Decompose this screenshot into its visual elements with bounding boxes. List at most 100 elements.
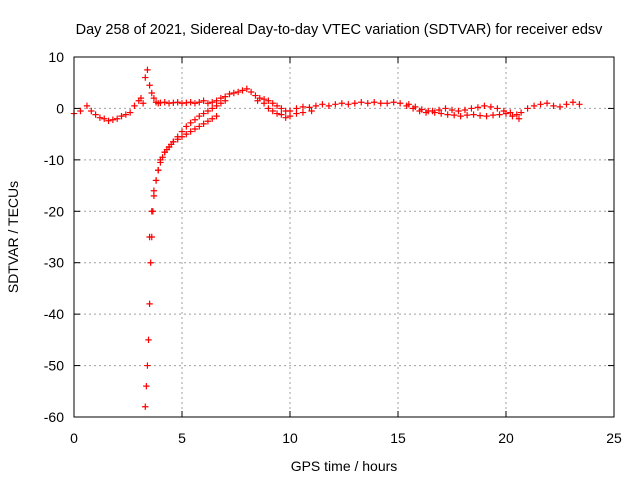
data-point — [550, 102, 557, 110]
data-point — [109, 116, 117, 123]
data-point — [122, 111, 130, 118]
data-point — [513, 111, 520, 118]
data-point — [170, 138, 177, 146]
data-point — [204, 100, 212, 107]
data-point — [282, 114, 289, 121]
data-point — [178, 128, 186, 135]
data-point — [187, 128, 194, 135]
data-point — [196, 99, 203, 106]
data-point — [191, 100, 199, 107]
data-point — [254, 97, 261, 104]
plot-frame — [73, 56, 615, 418]
data-point — [325, 102, 333, 110]
data-point — [537, 101, 544, 108]
data-point — [371, 99, 378, 106]
data-point — [405, 101, 412, 108]
data-point — [463, 111, 471, 119]
data-point — [155, 166, 162, 174]
data-point — [507, 109, 514, 116]
data-point — [435, 106, 443, 114]
x-tick-label: 15 — [390, 430, 406, 446]
data-point — [494, 105, 501, 112]
data-point — [174, 99, 181, 106]
data-point — [183, 130, 190, 138]
data-point — [148, 208, 155, 215]
data-point — [148, 89, 155, 97]
data-point — [131, 102, 138, 110]
data-point — [358, 99, 365, 106]
data-point — [200, 110, 207, 117]
data-point — [183, 123, 190, 130]
y-tick-label: 0 — [56, 100, 64, 116]
data-point — [260, 100, 268, 107]
data-point — [196, 112, 203, 120]
y-tick-label: -30 — [44, 255, 64, 271]
data-point — [576, 101, 583, 108]
data-point — [273, 102, 281, 110]
series-main-trace — [70, 66, 583, 124]
data-point — [308, 107, 315, 115]
data-point — [530, 102, 538, 110]
data-point — [269, 100, 276, 107]
data-point — [448, 106, 456, 114]
x-tick-label: 25 — [606, 430, 622, 446]
data-point — [83, 102, 91, 110]
data-point — [142, 403, 149, 410]
y-tick-label: -50 — [44, 358, 64, 374]
data-point — [569, 99, 577, 106]
data-point — [105, 117, 112, 124]
data-point — [455, 107, 462, 115]
data-point — [396, 100, 404, 107]
y-tick-label: -40 — [44, 306, 64, 322]
data-point — [476, 112, 484, 119]
data-point — [278, 105, 285, 112]
data-point — [222, 97, 229, 104]
data-point — [299, 103, 307, 111]
grid — [74, 57, 614, 417]
data-point — [187, 99, 194, 106]
data-point — [144, 66, 151, 74]
data-points — [70, 66, 583, 410]
data-point — [425, 107, 432, 115]
data-point — [213, 112, 220, 120]
data-point — [364, 100, 371, 107]
series-upper-arc — [146, 97, 229, 241]
data-point — [165, 143, 173, 151]
data-point — [345, 101, 352, 108]
data-point — [187, 119, 194, 127]
data-point — [474, 104, 482, 111]
data-point — [332, 101, 339, 108]
chart-title: Day 258 of 2021, Sidereal Day-to-day VTE… — [76, 22, 604, 38]
data-point — [338, 100, 346, 107]
data-point — [217, 100, 225, 107]
data-point — [524, 105, 531, 112]
data-point — [234, 88, 242, 96]
data-point — [204, 118, 212, 125]
data-point — [487, 103, 495, 111]
x-tick-label: 20 — [498, 430, 514, 446]
data-point — [200, 120, 207, 128]
data-point — [126, 109, 134, 116]
data-point — [146, 82, 153, 89]
axis-ticks: 0 5 10 15 20 25 10 0 -10 -20 -30 -40 -50 -60 — [44, 49, 622, 446]
y-tick-label: -20 — [44, 203, 64, 219]
x-tick-label: 0 — [70, 430, 78, 446]
data-point — [384, 100, 391, 107]
data-point — [191, 125, 199, 133]
y-tick-label: -10 — [44, 152, 64, 168]
data-point — [243, 85, 250, 93]
data-point — [319, 101, 326, 108]
data-point — [204, 107, 212, 115]
data-point — [247, 88, 255, 96]
data-point — [438, 110, 445, 117]
data-point — [457, 112, 464, 120]
data-point — [418, 106, 425, 113]
data-point — [152, 177, 160, 184]
data-point — [390, 99, 397, 106]
data-point — [563, 101, 570, 108]
data-point — [265, 97, 272, 104]
data-point — [442, 105, 449, 112]
data-point — [213, 102, 220, 110]
data-point — [450, 111, 458, 119]
